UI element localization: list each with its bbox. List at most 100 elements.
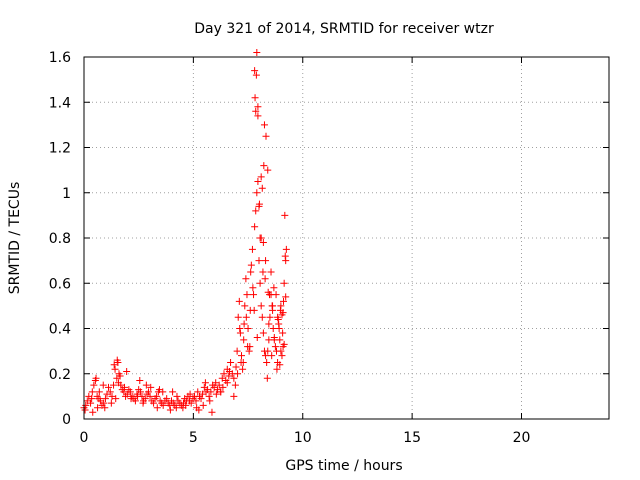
data-point (88, 395, 96, 403)
data-point (110, 361, 118, 369)
data-point (153, 392, 161, 400)
data-point (230, 374, 238, 382)
x-tick-label: 0 (80, 430, 89, 446)
data-point (262, 132, 270, 140)
data-point (274, 315, 282, 323)
data-point (87, 399, 95, 407)
data-point (108, 392, 116, 400)
data-point (264, 288, 272, 296)
y-tick-label: 1.6 (49, 50, 71, 66)
data-point (253, 189, 261, 197)
data-point (110, 381, 118, 389)
data-point (150, 399, 158, 407)
data-point (88, 388, 96, 396)
data-point (100, 399, 108, 407)
data-point (141, 395, 149, 403)
data-point (146, 392, 154, 400)
data-point (126, 388, 134, 396)
data-point (280, 279, 288, 287)
data-points (80, 48, 290, 416)
data-point (282, 245, 290, 253)
data-point (131, 397, 139, 405)
data-point (240, 336, 248, 344)
data-point (267, 268, 275, 276)
data-point (173, 392, 181, 400)
data-point (243, 291, 251, 299)
axis-ticks: 0 0.2 0.4 0.6 0.8 1 1.2 1.4 1.6 0 5 10 15 20 (49, 50, 609, 446)
data-point (250, 291, 258, 299)
data-point (230, 392, 238, 400)
data-point (252, 207, 260, 215)
data-point (208, 408, 216, 416)
data-point (90, 381, 98, 389)
data-point (159, 401, 167, 409)
grid-lines (84, 57, 609, 419)
data-point (282, 257, 290, 265)
data-point (120, 383, 128, 391)
data-point (277, 347, 285, 355)
data-point (282, 293, 290, 301)
data-point (270, 334, 278, 342)
data-point (270, 284, 278, 292)
data-point (235, 297, 243, 305)
y-tick-label: 0.4 (49, 322, 71, 338)
data-point (155, 386, 163, 394)
data-point (275, 325, 283, 332)
data-point (269, 302, 277, 310)
x-axis-label: GPS time / hours (285, 458, 402, 474)
data-point (247, 261, 255, 269)
data-point (280, 297, 287, 305)
data-point (251, 94, 259, 102)
data-point (256, 279, 264, 287)
data-point (89, 408, 97, 416)
data-point (251, 67, 259, 75)
data-point (101, 404, 109, 412)
chart-title: Day 321 of 2014, SRMTID for receiver wtz… (194, 21, 494, 37)
data-point (194, 388, 202, 396)
data-point (272, 291, 280, 299)
x-tick-label: 15 (403, 430, 421, 446)
data-point (225, 367, 233, 375)
data-point (273, 365, 281, 373)
data-point (105, 383, 112, 391)
x-tick-label: 20 (513, 430, 531, 446)
data-point (92, 374, 100, 382)
data-point (269, 325, 277, 332)
data-point (278, 352, 286, 360)
data-point (258, 313, 266, 321)
data-point (249, 284, 257, 292)
data-point (260, 121, 268, 129)
y-tick-label: 1.2 (49, 141, 71, 157)
data-point (220, 370, 228, 378)
data-point (268, 352, 276, 360)
data-point (234, 313, 242, 321)
data-point (187, 399, 195, 407)
data-point (265, 320, 273, 328)
data-point (256, 234, 264, 242)
data-point (262, 352, 270, 360)
data-point (279, 329, 287, 337)
data-point (207, 388, 215, 396)
data-point (253, 48, 261, 56)
data-point (266, 313, 274, 321)
data-point (231, 381, 239, 389)
data-point (255, 257, 263, 265)
data-point (219, 383, 227, 391)
data-point (245, 347, 253, 355)
data-point (95, 388, 103, 396)
data-point (276, 336, 284, 344)
data-point (236, 329, 244, 337)
data-point (205, 392, 213, 400)
data-point (172, 404, 180, 412)
data-point (257, 173, 265, 181)
data-point (244, 343, 252, 351)
data-point (252, 107, 260, 115)
data-point (242, 275, 250, 283)
data-point (239, 365, 247, 373)
data-point (241, 302, 249, 310)
data-point (147, 383, 155, 391)
data-point (259, 268, 267, 276)
data-point (236, 325, 244, 332)
data-point (242, 313, 250, 321)
